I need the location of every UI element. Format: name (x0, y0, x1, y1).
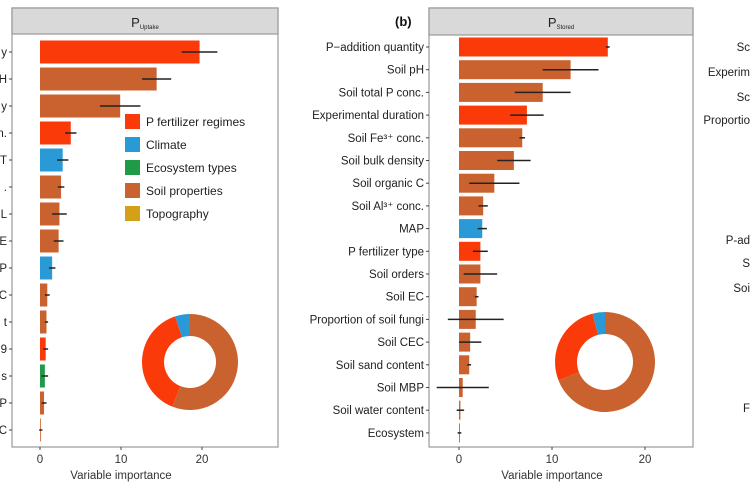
x-tick-label: 0 (37, 454, 43, 466)
y-tick-label: Soil bulk density (341, 156, 424, 168)
y-tick-label: . (4, 182, 7, 194)
y-tick-label: Soil EC (386, 292, 424, 304)
bar (40, 256, 53, 280)
donut-slice (592, 312, 605, 335)
panel-title: PUptake (131, 15, 159, 31)
bar (40, 283, 48, 307)
bar (40, 202, 60, 226)
y-tick-label: P fertilizer type (348, 246, 424, 258)
y-tick-label: Experimental duration (312, 110, 424, 122)
y-tick-label: E (0, 236, 7, 248)
legend-swatch (125, 137, 140, 152)
bar (459, 105, 527, 125)
x-axis-label: Variable importance (70, 470, 171, 482)
legend-label: Topography (146, 207, 209, 221)
bar (459, 219, 483, 239)
x-axis-label: Variable importance (501, 470, 602, 482)
y-tick-label: H (0, 74, 7, 86)
donut-slice (555, 313, 599, 381)
bar (459, 355, 470, 375)
right-panel-label: Sc (737, 42, 750, 54)
bar (40, 148, 63, 172)
y-tick-label: L (1, 209, 8, 221)
y-tick-label: Soil pH (387, 65, 424, 77)
right-panel-label: Experim (708, 67, 750, 79)
bar (459, 82, 543, 102)
right-panel-label: Soi (733, 283, 750, 295)
panel-title: PStored (548, 15, 574, 31)
bar (40, 121, 71, 145)
bar (459, 151, 514, 170)
y-tick-label: C (0, 290, 7, 302)
y-tick-label: Soil orders (369, 269, 424, 281)
x-tick-label: 10 (115, 454, 128, 466)
bar (40, 337, 46, 361)
panel-title-sub: Stored (556, 25, 574, 31)
y-tick-label: s (1, 371, 7, 383)
y-tick-label: P (0, 263, 7, 275)
bar (40, 175, 62, 199)
legend-label: Soil properties (146, 184, 223, 198)
y-tick-label: Soil Al³⁺ conc. (351, 201, 424, 213)
panel-header (428, 7, 694, 36)
y-tick-label: Soil water content (333, 405, 425, 417)
bar (459, 37, 608, 57)
donut-slice (172, 314, 239, 410)
bar (40, 67, 157, 91)
y-tick-label: y (1, 101, 7, 113)
y-tick-label: C (0, 425, 7, 437)
y-tick-label: P−addition quantity (326, 42, 424, 54)
right-panel-label: Sc (737, 92, 750, 104)
y-tick-label: y (1, 47, 7, 59)
y-tick-label: Soil sand content (336, 360, 425, 372)
y-tick-label: Soil CEC (377, 337, 424, 349)
right-panel-label: Proportio (703, 115, 750, 127)
y-tick-label: Soil total P conc. (339, 87, 424, 99)
y-tick-label: T (0, 155, 7, 167)
y-tick-label: n. (0, 128, 7, 140)
panel-header (11, 7, 279, 35)
legend-label: Ecosystem types (146, 161, 237, 175)
x-tick-label: 20 (196, 454, 209, 466)
panel-title-main: P (131, 15, 140, 30)
legend-label: P fertilizer regimes (146, 115, 245, 129)
y-tick-label: Soil organic C (352, 178, 424, 190)
panel-title-main: P (548, 15, 557, 30)
y-tick-label: 9 (1, 344, 7, 356)
x-tick-label: 20 (639, 454, 652, 466)
bar (459, 196, 484, 216)
x-tick-label: 0 (456, 454, 462, 466)
right-panel-label: P-ad (726, 235, 750, 247)
y-tick-label: P (0, 398, 7, 410)
right-panel-label: F (743, 403, 750, 415)
y-tick-label: t (4, 317, 8, 329)
y-tick-label: Soil Fe³⁺ conc. (348, 133, 424, 145)
bar (459, 60, 571, 80)
bar (459, 128, 523, 148)
y-tick-label: Ecosystem (368, 428, 424, 440)
x-tick-label: 10 (546, 454, 559, 466)
legend-swatch (125, 183, 140, 198)
panel-title-sub: Uptake (140, 25, 160, 31)
bar (40, 310, 47, 334)
y-tick-label: Proportion of soil fungi (310, 314, 424, 326)
panel-tag: (b) (395, 14, 412, 29)
donut-slice (175, 314, 190, 338)
y-tick-label: MAP (399, 224, 424, 236)
right-panel-label: S (742, 258, 750, 270)
legend-swatch (125, 206, 140, 221)
legend-swatch (125, 160, 140, 175)
y-tick-label: Soil MBP (377, 383, 425, 395)
donut-slice (142, 316, 182, 407)
legend-swatch (125, 114, 140, 129)
bar (40, 229, 59, 253)
bar (40, 40, 200, 64)
bar (459, 287, 477, 307)
donut-slice (558, 311, 655, 412)
legend-label: Climate (146, 138, 187, 152)
bar (459, 241, 481, 261)
bar (40, 94, 121, 118)
